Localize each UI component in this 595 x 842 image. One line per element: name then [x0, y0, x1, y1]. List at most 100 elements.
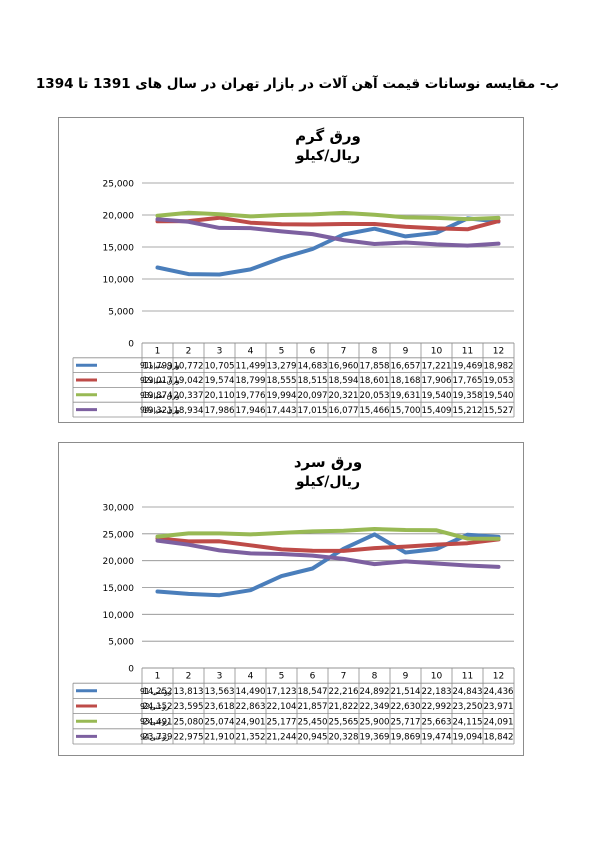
- chart-2-data-label: 24,901: [235, 717, 265, 727]
- chart-1-data-label: 17,858: [359, 361, 389, 371]
- chart-2-data-label: 24,843: [452, 687, 482, 697]
- chart-2-category-label: 4: [248, 672, 254, 682]
- chart-2-category-label: 1: [155, 672, 161, 682]
- chart-1-subtitle: ریال/کیلو: [295, 148, 360, 164]
- chart-2-data-label: 21,857: [297, 702, 327, 712]
- chart-2-data-label: 13,813: [173, 687, 203, 697]
- chart-2-data-label: 25,074: [204, 717, 234, 727]
- chart-2-data-label: 22,104: [266, 702, 296, 712]
- chart-2-data-label: 25,717: [390, 717, 420, 727]
- chart-2-data-label: 22,975: [173, 733, 203, 743]
- chart-2-data-label: 17,123: [266, 687, 296, 697]
- chart-2-data-label: 23,739: [142, 733, 172, 743]
- chart-2-legend-label: روغنی93: [140, 717, 170, 726]
- chart-2-data-label: 19,869: [390, 733, 420, 743]
- chart-2-data-label: 13,563: [204, 687, 234, 697]
- chart-1-data-label: 19,631: [390, 391, 420, 401]
- chart-cold-rolled-sheet: ورق سرد ریال/کیلو 0 5,000 10,000 15,000 20,000…: [58, 442, 524, 756]
- chart-2-data-label: 22,863: [235, 702, 265, 712]
- chart-1-data-label: 19,776: [235, 391, 265, 401]
- chart-1-data-label: 19,994: [266, 391, 296, 401]
- chart-cold-rolled-svg: ورق سرد ریال/کیلو 0 5,000 10,000 15,000 20,000…: [72, 453, 515, 745]
- chart-1-category-label: 6: [310, 346, 316, 356]
- chart-1-y-tick-label: 15,000: [103, 244, 135, 254]
- chart-2-data-label: 25,450: [297, 717, 327, 727]
- chart-hot-rolled-sheet: ورق گرم ریال/کیلو 0 5,000 10,000 15,000 20,000…: [58, 117, 524, 423]
- chart-1-data-label: 18,934: [173, 406, 203, 416]
- chart-2-series-line: [155, 536, 501, 553]
- chart-1-data-label: 10,705: [204, 361, 234, 371]
- chart-2-data-label: 19,474: [421, 733, 451, 743]
- chart-1-legend-label: ورق سیاه92: [140, 376, 180, 385]
- chart-1-series-line: [155, 215, 501, 232]
- chart-1-data-label: 17,906: [421, 376, 451, 386]
- chart-1-data-label: 20,110: [204, 391, 234, 401]
- chart-2-y-tick-label: 15,000: [103, 584, 135, 594]
- chart-2-category-label: 2: [186, 672, 192, 682]
- chart-1-data-label: 16,960: [328, 361, 358, 371]
- chart-2-category-label: 12: [493, 672, 504, 682]
- chart-2-series-line: [155, 538, 501, 569]
- chart-1-data-label: 17,015: [297, 406, 327, 416]
- chart-2-category-label: 6: [310, 672, 316, 682]
- chart-1-data-label: 18,601: [359, 376, 389, 386]
- chart-1-category-label: 7: [341, 346, 347, 356]
- chart-2-title: ورق سرد: [294, 453, 362, 471]
- chart-2-data-label: 24,436: [483, 687, 513, 697]
- chart-1-legend-label: ورق سیاه93: [140, 391, 180, 400]
- chart-2-y-tick-label: 30,000: [103, 504, 135, 514]
- chart-2-data-label: 24,152: [142, 702, 172, 712]
- chart-1-data-label: 17,986: [204, 406, 234, 416]
- chart-2-y-tick-label: 25,000: [103, 530, 135, 540]
- chart-1-data-label: 19,053: [483, 376, 513, 386]
- chart-2-data-label: 25,080: [173, 717, 203, 727]
- chart-2-data-label: 24,491: [142, 717, 172, 727]
- chart-1-data-label: 17,443: [266, 406, 296, 416]
- chart-1-y-tick-label: 0: [128, 340, 134, 350]
- chart-2-legend-label: روغنی92: [140, 702, 170, 711]
- chart-1-category-label: 12: [493, 346, 504, 356]
- chart-2-data-label: 22,216: [328, 687, 358, 697]
- chart-1-data-label: 15,700: [390, 406, 420, 416]
- chart-1-title: ورق گرم: [295, 127, 361, 145]
- chart-2-data-label: 22,992: [421, 702, 451, 712]
- chart-1-data-label: 20,337: [173, 391, 203, 401]
- chart-1-data-label: 14,683: [297, 361, 327, 371]
- chart-1-data-label: 15,212: [452, 406, 482, 416]
- chart-1-data-label: 11,799: [142, 361, 172, 371]
- chart-1-category-label: 5: [279, 346, 285, 356]
- chart-2-data-label: 23,618: [204, 702, 234, 712]
- chart-2-data-label: 24,091: [483, 717, 513, 727]
- chart-2-data-label: 14,490: [235, 687, 265, 697]
- chart-2-y-tick-label: 5,000: [108, 638, 134, 648]
- chart-2-series-line: [155, 527, 501, 541]
- chart-2-subtitle: ریال/کیلو: [295, 474, 360, 490]
- chart-2-data-label: 21,910: [204, 733, 234, 743]
- chart-1-data-label: 16,077: [328, 406, 358, 416]
- chart-2-category-label: 10: [431, 672, 443, 682]
- chart-2-data-label: 20,328: [328, 733, 358, 743]
- chart-1-data-label: 19,574: [204, 376, 234, 386]
- chart-1-data-label: 19,017: [142, 376, 172, 386]
- chart-2-data-label: 18,547: [297, 687, 327, 697]
- chart-2-category-label: 7: [341, 672, 347, 682]
- chart-2-data-label: 23,595: [173, 702, 203, 712]
- chart-2-y-tick-label: 0: [128, 665, 134, 675]
- chart-1-data-label: 19,540: [421, 391, 451, 401]
- chart-2-legend-label: روغنی94: [140, 732, 170, 741]
- chart-1-data-label: 19,469: [452, 361, 482, 371]
- chart-1-data-label: 20,053: [359, 391, 389, 401]
- chart-2-data-label: 23,250: [452, 702, 482, 712]
- chart-1-data-label: 20,321: [328, 391, 358, 401]
- chart-1-data-label: 19,358: [452, 391, 482, 401]
- chart-1-y-tick-label: 25,000: [103, 180, 135, 190]
- chart-1-data-label: 18,168: [390, 376, 420, 386]
- chart-1-data-label: 11,499: [235, 361, 265, 371]
- chart-1-series-line: [155, 210, 501, 222]
- chart-1-category-label: 2: [186, 346, 192, 356]
- chart-1-data-label: 15,466: [359, 406, 389, 416]
- chart-2-category-label: 3: [217, 672, 223, 682]
- chart-1-data-label: 18,799: [235, 376, 265, 386]
- chart-1-category-label: 10: [431, 346, 443, 356]
- chart-2-data-label: 19,369: [359, 733, 389, 743]
